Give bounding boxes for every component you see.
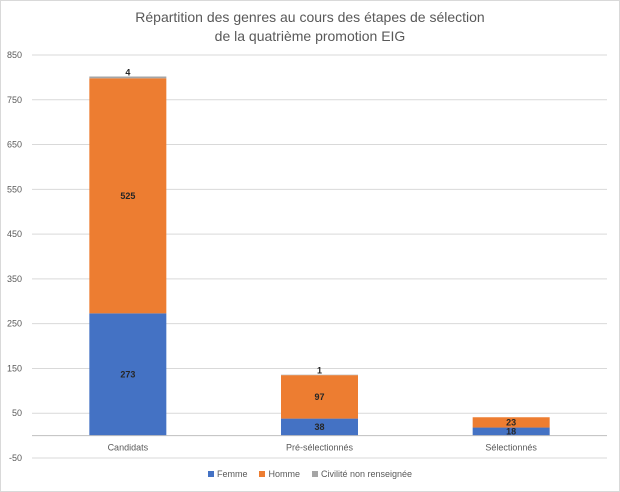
legend-item: Femme — [207, 469, 248, 479]
bar-segment — [89, 313, 167, 436]
legend: Femme Homme Civilité non renseignée — [0, 469, 620, 479]
x-tick-label: Candidats — [108, 443, 149, 453]
data-label: 38 — [314, 422, 324, 432]
legend-swatch — [311, 470, 318, 477]
data-label: 23 — [506, 417, 516, 427]
y-tick-label: 650 — [7, 140, 22, 150]
bar-segment — [89, 78, 167, 314]
bar-segment — [281, 375, 358, 419]
y-tick-label: 850 — [7, 50, 22, 60]
y-tick-label: 150 — [7, 363, 22, 373]
x-tick-label: Pré-sélectionnés — [286, 443, 354, 453]
legend-item: Homme — [259, 469, 300, 479]
y-axis: -50 50 150 250 350 450 550 650 750 850 — [7, 50, 22, 463]
data-label: 4 — [125, 67, 130, 77]
chart-title-line-1: Répartition des genres au cours des étap… — [135, 9, 485, 25]
data-label: 1 — [317, 366, 322, 376]
data-label: 97 — [314, 392, 324, 402]
bar-segment — [281, 418, 358, 436]
bar-segment — [472, 427, 550, 436]
legend-label: Femme — [216, 469, 248, 479]
legend-swatch — [207, 470, 214, 477]
y-tick-label: 350 — [7, 274, 22, 284]
legend-swatch — [259, 470, 266, 477]
x-axis: Candidats Pré-sélectionnés Sélectionnés — [32, 435, 607, 453]
bars — [89, 76, 550, 436]
y-tick-label: 450 — [7, 229, 22, 239]
chart-title: Répartition des genres au cours des étap… — [0, 8, 620, 46]
legend-label: Civilité non renseignée — [320, 469, 413, 479]
bar-segment — [89, 76, 167, 79]
y-tick-label: 550 — [7, 184, 22, 194]
x-tick-label: Sélectionnés — [485, 443, 537, 453]
y-tick-label: -50 — [9, 453, 22, 463]
chart-title-line-2: de la quatrième promotion EIG — [214, 28, 406, 44]
data-label: 18 — [506, 427, 516, 437]
data-label: 273 — [120, 369, 135, 379]
y-tick-label: 250 — [7, 319, 22, 329]
data-label: 525 — [120, 191, 135, 201]
y-tick-label: 750 — [7, 95, 22, 105]
legend-label: Homme — [268, 469, 300, 479]
legend-item: Civilité non renseignée — [311, 469, 413, 479]
bar-segment — [472, 417, 550, 428]
y-tick-label: 50 — [12, 408, 22, 418]
